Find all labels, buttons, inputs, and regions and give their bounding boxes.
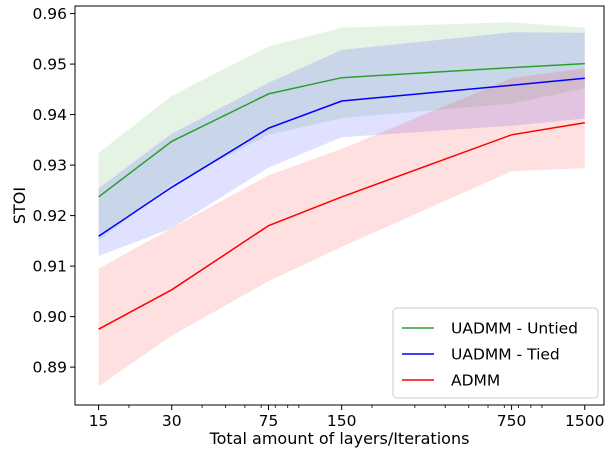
band-2 xyxy=(98,32,585,256)
confidence-bands xyxy=(98,22,585,387)
band-3 xyxy=(98,68,585,387)
x-axis-title: Total amount of layers/Iterations xyxy=(209,429,470,448)
y-tick-label: 0.91 xyxy=(32,258,67,276)
legend-label: UADMM - Tied xyxy=(451,346,560,364)
legend-label: ADMM xyxy=(451,372,500,390)
series-lines xyxy=(98,62,585,330)
y-tick-label: 0.89 xyxy=(32,359,67,377)
y-tick-label: 0.96 xyxy=(32,5,67,23)
plot-frame xyxy=(74,5,605,406)
y-tick-label: 0.90 xyxy=(32,308,67,326)
y-tick-label: 0.93 xyxy=(32,157,67,175)
y-axis: 0.89 0.90 0.91 0.92 0.93 0.94 0.95 0.96 xyxy=(32,5,75,377)
legend: UADMM - Untied UADMM - Tied ADMM xyxy=(392,307,599,399)
x-tick-label: 75 xyxy=(259,412,279,430)
y-tick-label: 0.95 xyxy=(32,56,67,74)
series-line-1 xyxy=(98,62,585,198)
band-1 xyxy=(98,22,585,241)
x-axis: 15 30 75 150 750 1500 xyxy=(89,405,604,430)
x-tick-label: 15 xyxy=(89,412,109,430)
x-tick-label: 750 xyxy=(497,412,527,430)
y-axis-title: STOI xyxy=(10,187,29,224)
x-tick-label: 30 xyxy=(162,412,182,430)
y-tick-label: 0.94 xyxy=(32,106,67,124)
series-line-3 xyxy=(98,121,585,330)
x-tick-label: 1500 xyxy=(565,412,604,430)
x-tick-label: 150 xyxy=(327,412,357,430)
y-tick-label: 0.92 xyxy=(32,207,67,225)
series-line-2 xyxy=(98,77,585,237)
legend-box xyxy=(392,307,599,399)
legend-label: UADMM - Untied xyxy=(451,320,578,338)
